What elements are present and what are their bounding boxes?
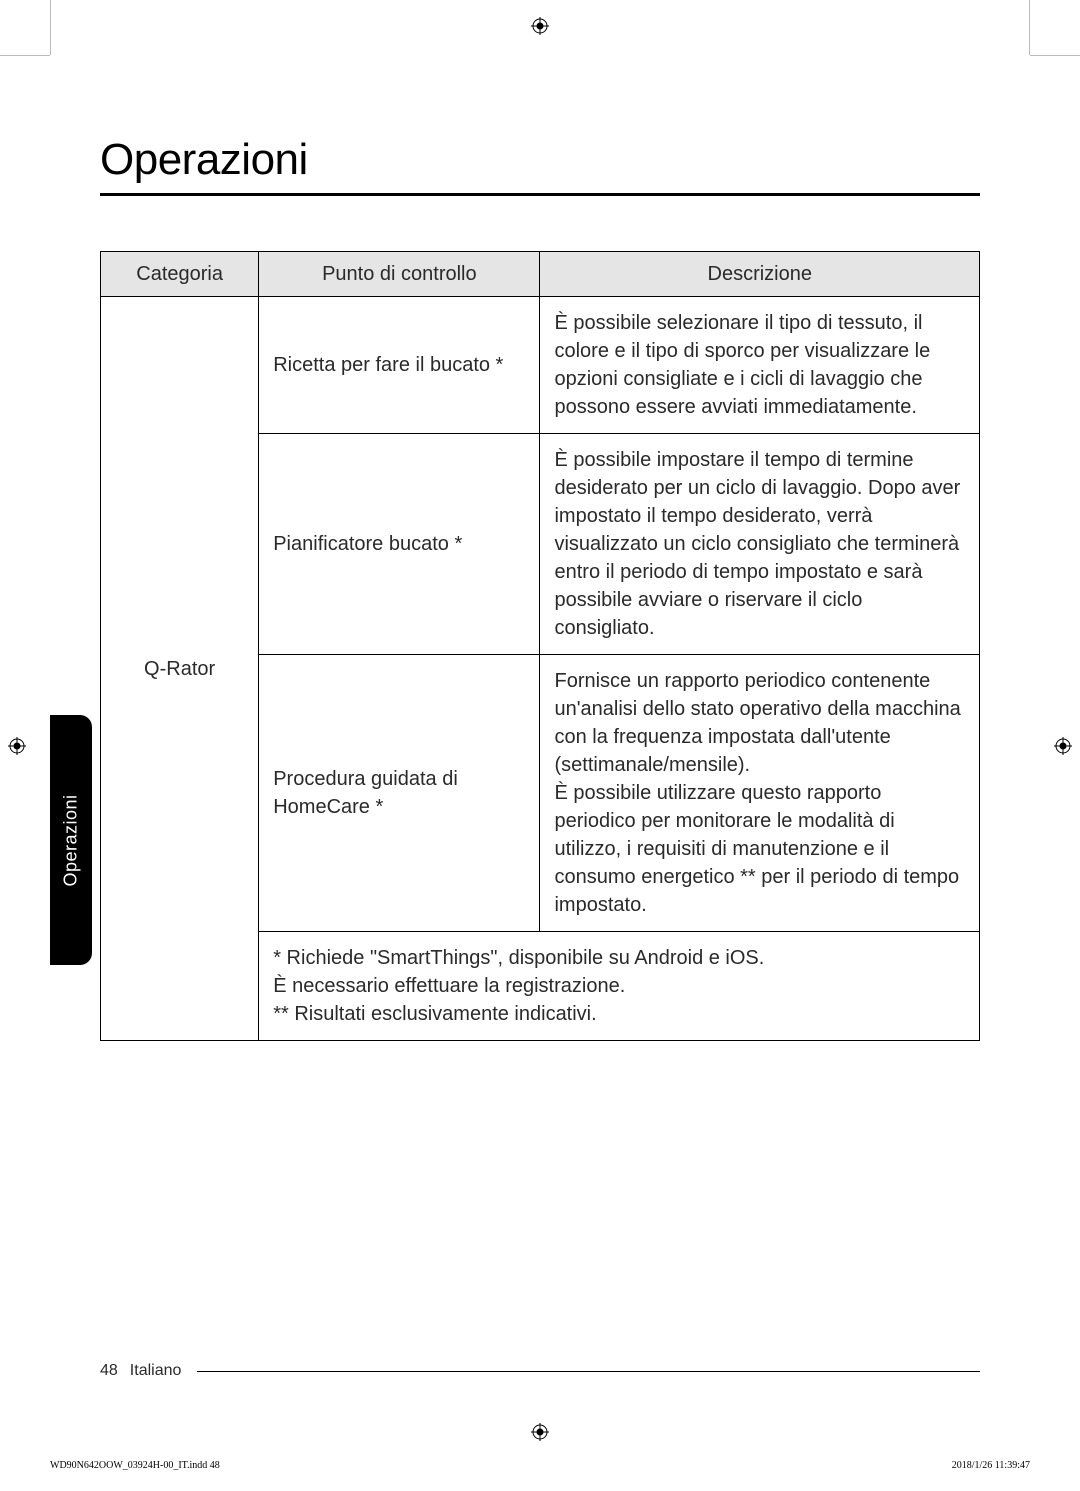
header-control-point: Punto di controllo [259,252,540,297]
category-cell: Q-Rator [101,297,259,1041]
control-cell: Procedura guidata di HomeCare * [259,655,540,932]
print-file-name: WD90N642OOW_03924H-00_IT.indd 48 [50,1460,220,1471]
registration-mark-icon [8,737,26,755]
operations-table: Categoria Punto di controllo Descrizione… [100,251,980,1041]
side-tab-label: Operazioni [61,794,82,886]
language-label: Italiano [130,1362,182,1380]
footnote-cell: * Richiede "SmartThings", disponibile su… [259,932,980,1041]
header-description: Descrizione [540,252,980,297]
crop-mark [50,0,51,55]
side-tab: Operazioni [50,715,92,965]
control-cell: Pianificatore bucato * [259,434,540,655]
page-footer: 48 Italiano [100,1351,980,1391]
title-rule [100,193,980,196]
page-title: Operazioni [100,135,980,185]
registration-mark-icon [531,17,549,35]
control-cell: Ricetta per fare il bucato * [259,297,540,434]
description-cell: Fornisce un rapporto periodico contenent… [540,655,980,932]
page-container: Operazioni Operazioni Categoria Punto di… [50,55,1030,1431]
crop-mark [0,55,50,56]
page-number: 48 [100,1362,118,1380]
footer-rule [197,1371,980,1372]
print-timestamp: 2018/1/26 11:39:47 [952,1460,1030,1471]
crop-mark [1030,55,1080,56]
registration-mark-icon [1054,737,1072,755]
crop-mark [1029,0,1030,55]
print-metadata: WD90N642OOW_03924H-00_IT.indd 48 2018/1/… [50,1460,1030,1471]
header-category: Categoria [101,252,259,297]
table-header-row: Categoria Punto di controllo Descrizione [101,252,980,297]
description-cell: È possibile impostare il tempo di termin… [540,434,980,655]
table-row: Q-Rator Ricetta per fare il bucato * È p… [101,297,980,434]
description-cell: È possibile selezionare il tipo di tessu… [540,297,980,434]
